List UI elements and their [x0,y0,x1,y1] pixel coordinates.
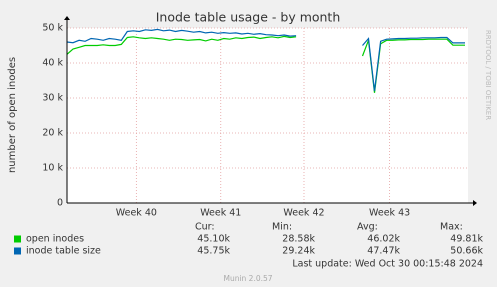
stat-header: Max: [440,222,463,233]
y-tick-label: 30 k [42,93,63,104]
grid [67,27,468,203]
stat-value: 47.47k [367,246,400,257]
x-tick-label: Week 42 [283,208,324,219]
stat-header: Cur: [195,222,215,233]
x-tick-label: Week 40 [116,208,157,219]
stat-value: 28.58k [282,234,315,245]
stat-value: 45.75k [197,246,230,257]
last-update: Last update: Wed Oct 30 00:15:48 2024 [292,259,483,270]
stat-value: 46.02k [367,234,400,245]
legend-label: open inodes [26,234,84,245]
watermark: RRDTOOL / TOBI OETIKER [484,30,492,120]
chart-title: Inode table usage - by month [156,10,341,25]
stat-value: 29.24k [282,246,315,257]
legend-swatch [14,247,21,255]
footer: Munin 2.0.57 [223,274,272,283]
legend-label: inode table size [26,246,101,257]
stat-value: 50.66k [450,246,483,257]
y-tick-label: 10 k [42,163,63,174]
y-tick-label: 20 k [42,128,63,139]
x-tick-label: Week 43 [369,208,410,219]
legend-swatch [14,235,21,243]
lines [66,28,465,93]
y-tick-label: 40 k [42,58,63,69]
stat-value: 49.81k [450,234,483,245]
y-axis-label: number of open inodes [7,57,18,173]
stat-value: 45.10k [197,234,230,245]
x-axis-arrow [473,200,477,206]
y-axis-arrow [64,16,70,20]
y-tick-label: 0 [57,198,63,209]
x-tick-label: Week 41 [200,208,241,219]
stat-header: Avg: [357,222,378,233]
stat-header: Min: [272,222,292,233]
series-line [66,28,465,92]
legend: Cur: Min: Avg: Max: open inodes 45.10k 28.58k 4… [14,222,483,257]
y-tick-label: 50 k [42,23,63,34]
plot-area [67,28,468,203]
